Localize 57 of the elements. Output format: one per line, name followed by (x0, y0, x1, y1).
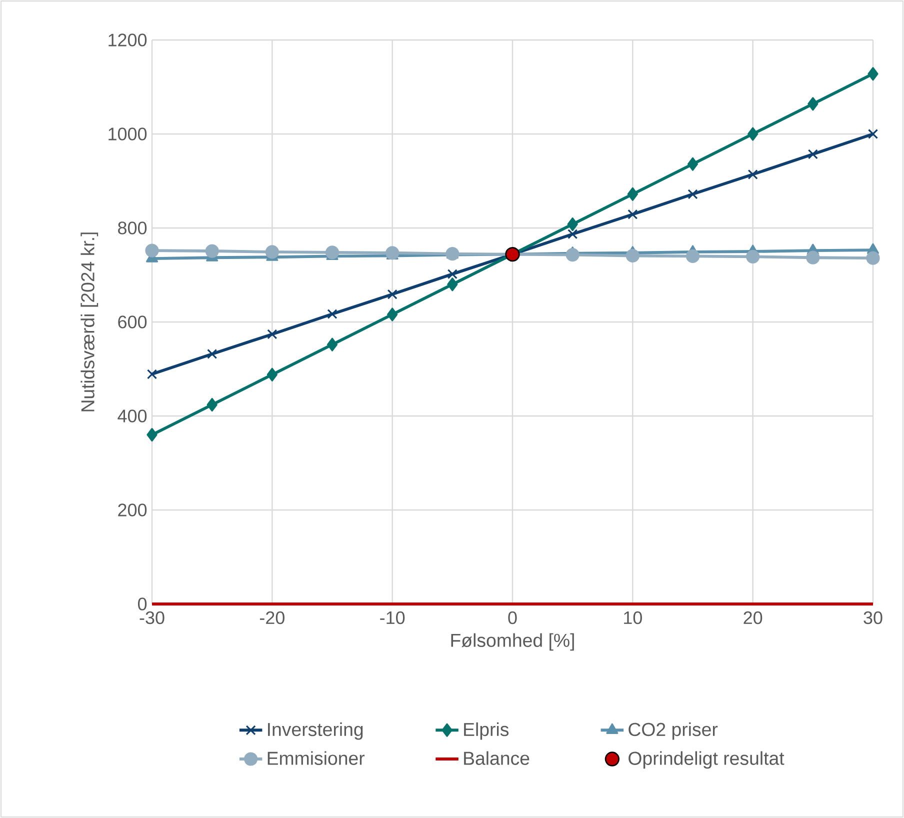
y-tick-label: 800 (118, 222, 147, 234)
y-tick-label: 400 (118, 410, 147, 422)
y-tick-label: 1000 (108, 128, 147, 140)
x-tick-label: -30 (140, 611, 164, 624)
legend-label: Emmisioner (268, 751, 365, 765)
legend-label: Oprindeligt resultat (628, 751, 784, 769)
x-tick-label: 0 (508, 611, 517, 624)
point (868, 128, 878, 140)
point (567, 217, 578, 232)
point (806, 250, 820, 264)
point (568, 229, 578, 240)
point (387, 308, 398, 322)
point (626, 248, 640, 263)
legend-label: Balance (464, 751, 530, 765)
point (686, 249, 700, 263)
point (266, 368, 278, 382)
legend-label: Elpris (464, 722, 509, 740)
legend-label: Inverstering (268, 722, 363, 740)
point (687, 157, 698, 171)
legend-label: CO2 priser (628, 722, 718, 740)
point (866, 251, 880, 265)
x-tick-label: 30 (864, 611, 882, 624)
point (267, 329, 278, 340)
point (146, 428, 158, 442)
point (326, 338, 338, 352)
point (325, 246, 340, 260)
point (808, 149, 818, 160)
point (386, 246, 400, 260)
point (206, 398, 218, 412)
point (808, 97, 818, 111)
y-tick-label: 200 (118, 504, 147, 516)
point (868, 67, 878, 81)
x-tick-label: -20 (260, 611, 284, 624)
point (265, 245, 279, 259)
point (628, 209, 638, 220)
point (207, 348, 218, 359)
point (387, 289, 398, 300)
point (746, 250, 760, 264)
point (327, 308, 338, 320)
point (145, 244, 159, 258)
x-tick-label: -10 (380, 611, 405, 624)
x-tick-label: 10 (624, 611, 642, 624)
y-tick-label: 0 (138, 598, 147, 610)
point (146, 369, 158, 380)
point (627, 187, 638, 201)
x-axis-title: Følsomhed [%] (451, 633, 574, 651)
point (447, 269, 458, 280)
point (748, 169, 758, 180)
y-axis-title: Nutidsværdi [2024 kr.] (80, 232, 98, 412)
y-tick-label: 1200 (108, 34, 147, 46)
point (688, 189, 698, 200)
x-tick-label: 20 (744, 611, 762, 624)
point (748, 127, 758, 141)
y-tick-label: 600 (118, 316, 147, 328)
point (566, 248, 580, 262)
point (205, 244, 219, 258)
point (447, 278, 458, 292)
